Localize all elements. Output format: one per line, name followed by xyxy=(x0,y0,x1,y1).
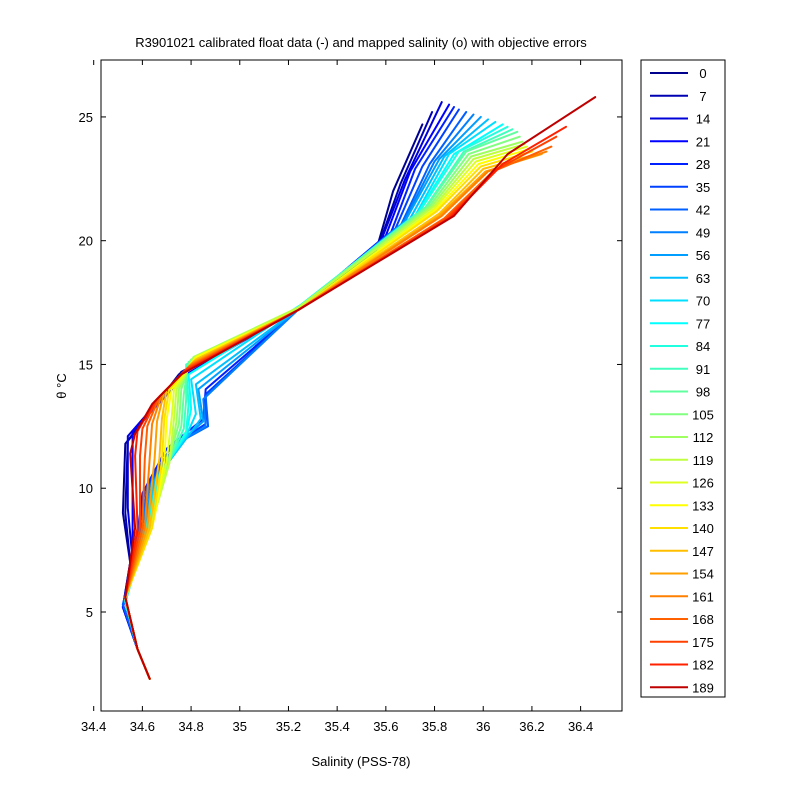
x-tick-label: 36.4 xyxy=(568,719,593,734)
series-layer xyxy=(121,96,597,680)
x-tick-label: 36.2 xyxy=(519,719,544,734)
y-tick-label: 25 xyxy=(79,110,93,125)
x-tick-label: 34.8 xyxy=(178,719,203,734)
y-tick-label: 5 xyxy=(86,605,93,620)
legend-label: 28 xyxy=(696,157,710,172)
x-axis-title: Salinity (PSS-78) xyxy=(312,754,411,769)
legend-label: 112 xyxy=(693,430,714,445)
chart-title: R3901021 calibrated float data (-) and m… xyxy=(135,35,587,50)
legend-label: 7 xyxy=(699,89,706,104)
legend-label: 119 xyxy=(693,453,714,468)
x-tick-label: 35.4 xyxy=(324,719,349,734)
y-tick-label: 15 xyxy=(79,357,93,372)
legend-label: 77 xyxy=(696,316,710,331)
legend-label: 35 xyxy=(696,180,710,195)
legend-label: 14 xyxy=(696,112,710,127)
legend-label: 105 xyxy=(692,407,714,422)
legend-label: 175 xyxy=(692,635,714,650)
legend-label: 182 xyxy=(692,658,714,673)
x-tick-label: 35.2 xyxy=(276,719,301,734)
x-tick-label: 35 xyxy=(233,719,247,734)
legend-label: 98 xyxy=(696,385,710,400)
legend-label: 63 xyxy=(696,271,710,286)
legend-label: 91 xyxy=(696,362,710,377)
legend-label: 147 xyxy=(692,544,714,559)
y-tick-label: 10 xyxy=(79,481,93,496)
legend-box xyxy=(640,59,726,698)
legend-label: 70 xyxy=(696,294,710,309)
legend: 0 7 14 21 28 35 42 49 56 63 70 77 84 91 98 105 112 119 126… xyxy=(650,66,714,695)
x-tick-label: 34.4 xyxy=(81,719,106,734)
y-axis-title: θ °C xyxy=(54,373,69,398)
x-tick-label: 35.6 xyxy=(373,719,398,734)
legend-label: 49 xyxy=(696,225,710,240)
legend-label: 84 xyxy=(696,339,710,354)
legend-label: 21 xyxy=(696,134,710,149)
x-tick-label: 34.6 xyxy=(130,719,155,734)
y-axis: 5 10 15 20 25 xyxy=(79,110,622,620)
legend-label: 154 xyxy=(692,567,714,582)
plot-frame xyxy=(100,59,623,712)
legend-label: 42 xyxy=(696,203,710,218)
legend-label: 140 xyxy=(692,521,714,536)
legend-label: 0 xyxy=(699,66,706,81)
y-tick-label: 20 xyxy=(79,234,93,249)
legend-label: 56 xyxy=(696,248,710,263)
x-tick-label: 36 xyxy=(476,719,490,734)
series-line-189 xyxy=(124,96,597,680)
x-axis: 34.4 34.6 34.8 35 35.2 35.4 35.6 35.8 36 36.2 36.4 xyxy=(81,60,593,734)
x-tick-label: 35.8 xyxy=(422,719,447,734)
legend-label: 133 xyxy=(692,498,714,513)
legend-label: 126 xyxy=(692,476,714,491)
legend-label: 168 xyxy=(692,612,714,627)
legend-label: 189 xyxy=(692,680,714,695)
legend-label: 161 xyxy=(692,589,714,604)
